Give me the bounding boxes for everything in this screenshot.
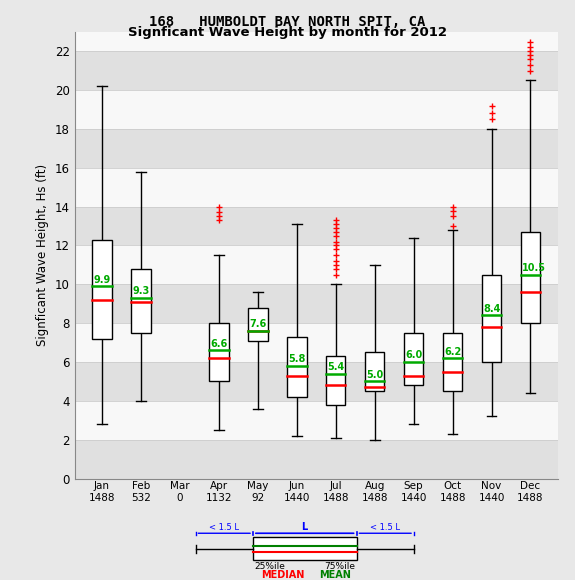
Bar	[75, 13, 558, 51]
Bar	[365, 352, 385, 391]
Text: 5.8: 5.8	[288, 354, 305, 364]
Text: 6.0: 6.0	[405, 350, 422, 360]
Bar	[253, 538, 356, 560]
Text: 5.0: 5.0	[366, 370, 384, 380]
Text: 5.4: 5.4	[327, 362, 344, 372]
Text: MEDIAN: MEDIAN	[262, 570, 305, 580]
Bar	[75, 323, 558, 362]
Y-axis label: Signficant Wave Height, Hs (ft): Signficant Wave Height, Hs (ft)	[36, 164, 49, 346]
Bar	[75, 245, 558, 284]
Bar	[131, 269, 151, 333]
Text: 25%ile: 25%ile	[255, 563, 285, 571]
Bar	[75, 362, 558, 401]
Text: 6.6: 6.6	[210, 339, 228, 349]
Text: 6.2: 6.2	[444, 347, 461, 357]
Text: MEAN: MEAN	[319, 570, 351, 580]
Text: 7.6: 7.6	[249, 320, 266, 329]
Text: 9.9: 9.9	[94, 275, 111, 285]
Text: 9.3: 9.3	[132, 287, 150, 296]
Bar	[75, 129, 558, 168]
Bar	[75, 440, 558, 478]
Bar	[521, 232, 540, 323]
Text: 168   HUMBOLDT BAY NORTH SPIT, CA: 168 HUMBOLDT BAY NORTH SPIT, CA	[150, 14, 426, 28]
Bar	[75, 51, 558, 90]
Text: < 1.5 L: < 1.5 L	[209, 523, 239, 532]
Bar	[75, 401, 558, 440]
Bar	[75, 284, 558, 323]
Bar	[248, 307, 267, 340]
Text: 75%ile: 75%ile	[324, 563, 355, 571]
Text: Signficant Wave Height by month for 2012: Signficant Wave Height by month for 2012	[128, 26, 447, 39]
Bar	[75, 206, 558, 245]
Text: 10.5: 10.5	[522, 263, 546, 273]
Bar	[287, 337, 306, 397]
Bar	[209, 323, 229, 382]
Bar	[443, 333, 462, 391]
Bar	[404, 333, 423, 385]
Bar	[482, 274, 501, 362]
Text: 8.4: 8.4	[483, 304, 500, 314]
Bar	[326, 356, 346, 405]
Bar	[75, 90, 558, 129]
Text: L: L	[302, 521, 308, 532]
Bar	[92, 240, 112, 339]
Text: < 1.5 L: < 1.5 L	[370, 523, 400, 532]
Bar	[75, 168, 558, 206]
